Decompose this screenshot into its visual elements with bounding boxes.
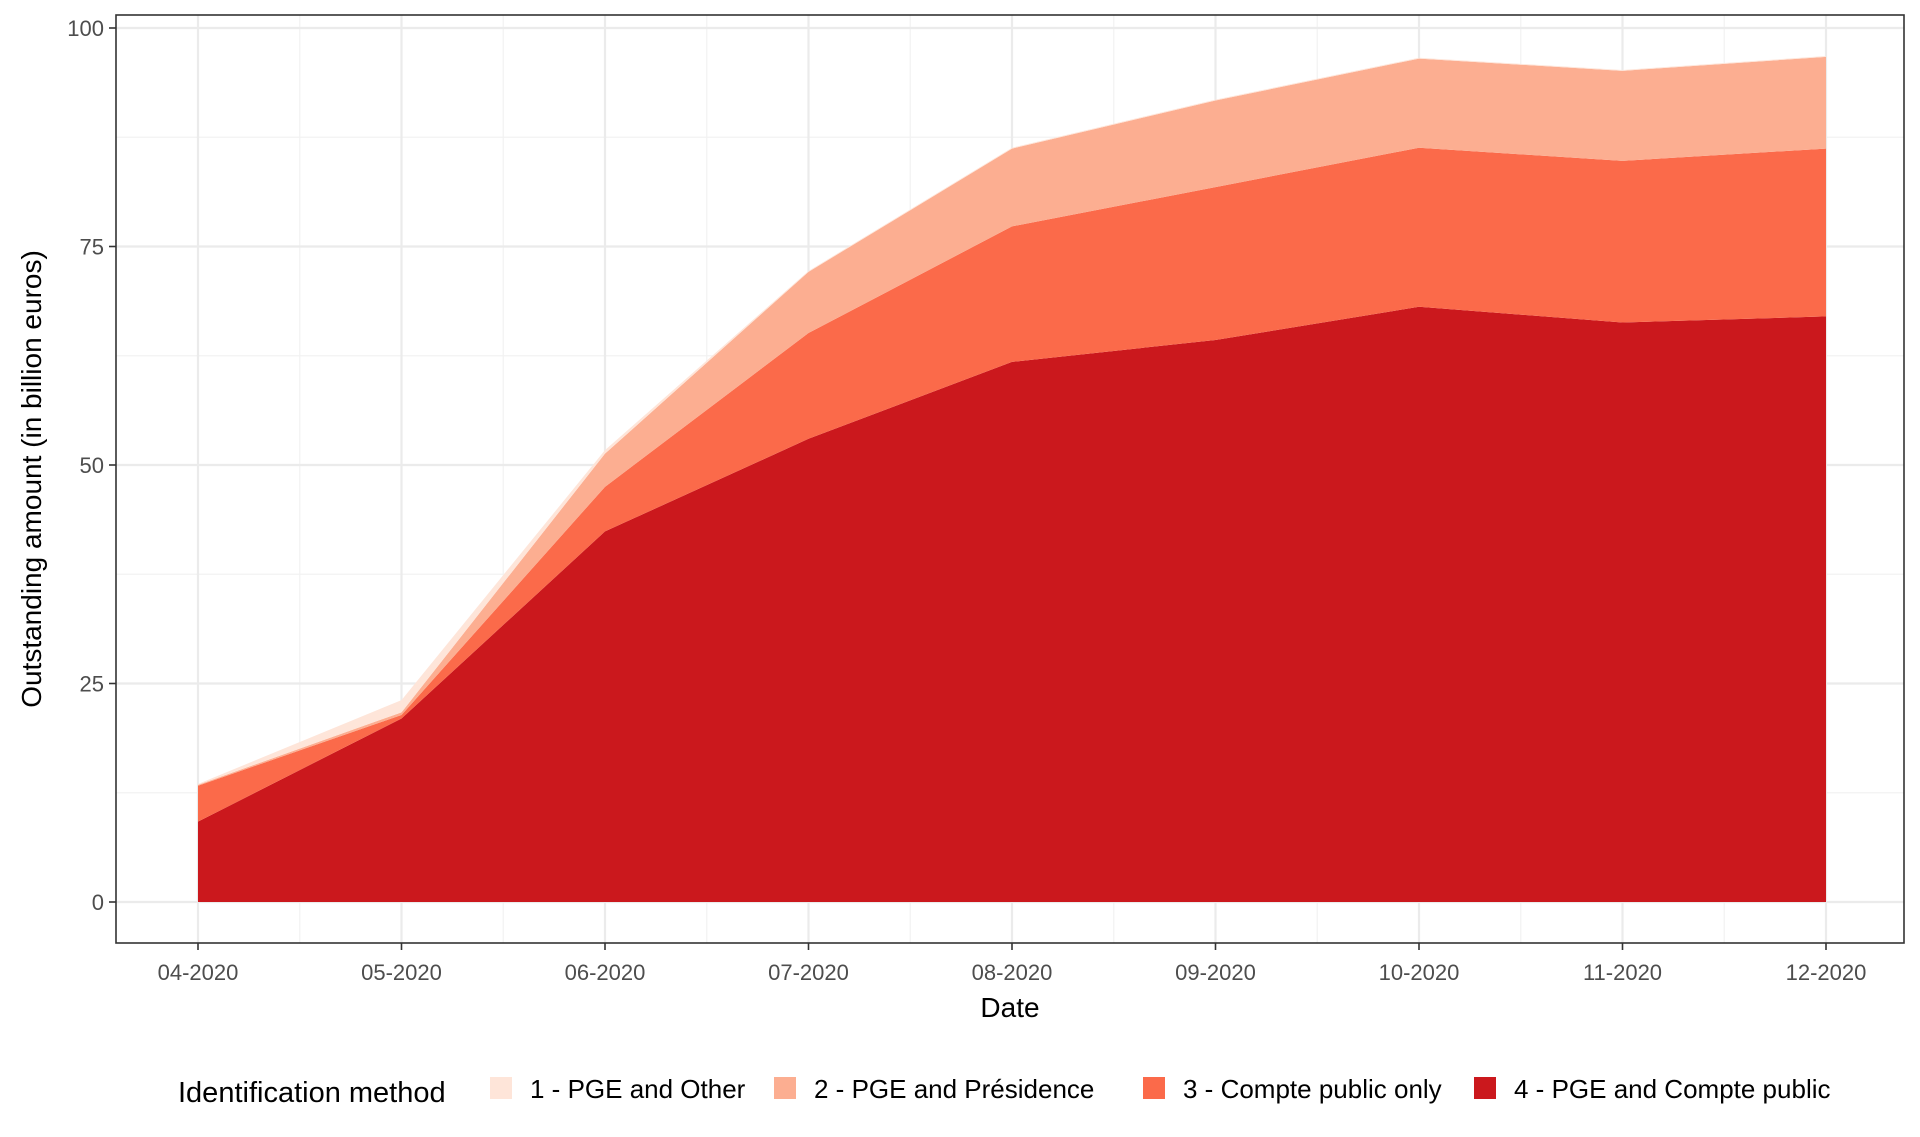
legend-swatch-1-pge-and-other xyxy=(490,1077,512,1099)
area-4-pge-and-compte-public xyxy=(198,306,1826,902)
x-tick-label: 07-2020 xyxy=(768,960,849,985)
x-axis: 04-2020 05-2020 06-2020 07-2020 08-2020 09-20… xyxy=(158,943,1867,985)
legend-swatch-2-pge-and-pr-sidence xyxy=(774,1077,796,1099)
legend: Identification method 1 - PGE and Other 2… xyxy=(178,1074,1831,1109)
legend-label-2-pge-and-pr-sidence: 2 - PGE and Présidence xyxy=(814,1074,1094,1104)
x-tick-label: 08-2020 xyxy=(972,960,1053,985)
x-axis-title: Date xyxy=(980,992,1039,1023)
y-tick-label: 75 xyxy=(80,235,104,260)
y-tick-label: 50 xyxy=(80,453,104,478)
legend-label-3-compte-public-only: 3 - Compte public only xyxy=(1183,1074,1442,1104)
legend-title: Identification method xyxy=(178,1077,446,1109)
y-axis: 0 25 50 75 100 xyxy=(67,16,116,915)
area-3-compte-public-only xyxy=(198,147,1826,822)
plot-border xyxy=(115,14,1905,944)
area-layers xyxy=(198,55,1826,902)
x-tick-label: 09-2020 xyxy=(1175,960,1256,985)
x-tick-label: 10-2020 xyxy=(1379,960,1460,985)
x-tick-label: 11-2020 xyxy=(1583,960,1662,985)
legend-label-4-pge-and-compte-public: 4 - PGE and Compte public xyxy=(1514,1074,1831,1104)
x-tick-label: 06-2020 xyxy=(565,960,646,985)
legend-swatch-3-compte-public-only xyxy=(1143,1077,1165,1099)
y-axis-title: Outstanding amount (in billion euros) xyxy=(16,250,47,708)
legend-swatch-4-pge-and-compte-public xyxy=(1474,1077,1496,1099)
x-tick-label: 12-2020 xyxy=(1786,960,1867,985)
legend-label-1-pge-and-other: 1 - PGE and Other xyxy=(530,1074,746,1104)
y-tick-label: 100 xyxy=(67,16,104,41)
y-tick-label: 0 xyxy=(92,890,104,915)
area-2-pge-and-pr-sidence xyxy=(198,56,1826,786)
x-tick-label: 04-2020 xyxy=(158,960,239,985)
x-tick-label: 05-2020 xyxy=(361,960,442,985)
y-tick-label: 25 xyxy=(80,672,104,697)
